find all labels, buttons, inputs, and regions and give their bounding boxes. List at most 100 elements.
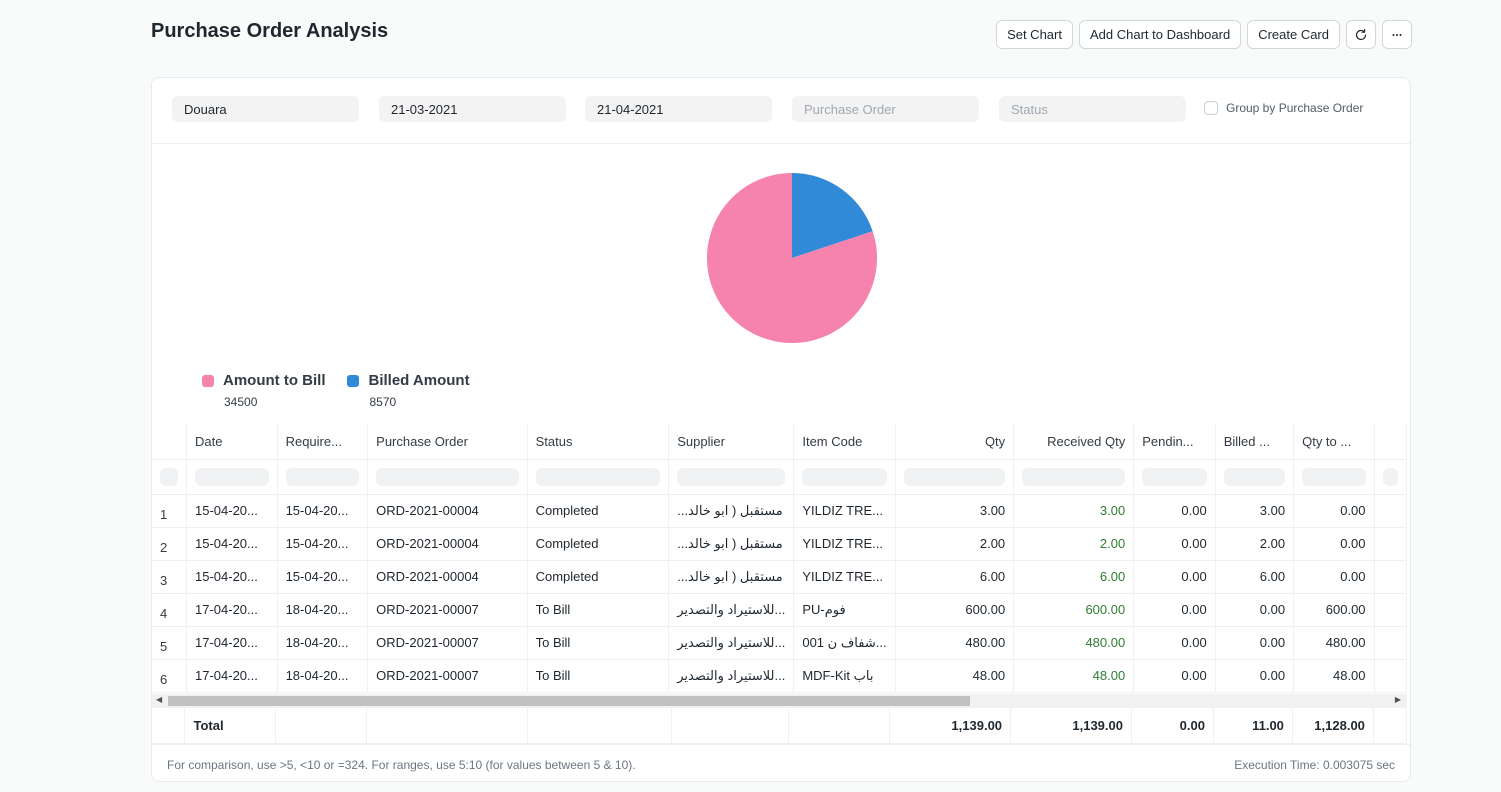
group-by-checkbox[interactable] bbox=[1204, 101, 1218, 115]
table-row[interactable]: 2 15-04-20... 15-04-20... ORD-2021-00004 Com… bbox=[152, 527, 1407, 561]
column-header-status[interactable]: Status bbox=[527, 424, 670, 460]
chart-legend: Amount to Bill 34500 Billed Amount 8570 bbox=[202, 372, 470, 409]
set-chart-button[interactable]: Set Chart bbox=[996, 20, 1073, 49]
table-row[interactable]: 1 15-04-20... 15-04-20... ORD-2021-00004 Com… bbox=[152, 494, 1407, 528]
column-header-supplier[interactable]: Supplier bbox=[668, 424, 795, 460]
cell-required-by: 15-04-20... bbox=[277, 527, 369, 561]
filter-cell[interactable] bbox=[1022, 467, 1126, 486]
group-by-toggle[interactable]: Group by Purchase Order bbox=[1204, 101, 1363, 115]
row-index: 5 bbox=[152, 626, 187, 660]
filter-bar: Douara 21-03-2021 21-04-2021 Purchase Or… bbox=[152, 78, 1410, 144]
legend-swatch bbox=[347, 374, 360, 387]
filter-cell[interactable] bbox=[535, 467, 661, 486]
cell-pending-qty: 0.00 bbox=[1133, 527, 1216, 561]
table-row[interactable]: 6 17-04-20... 18-04-20... ORD-2021-00007 To … bbox=[152, 659, 1407, 693]
cell-qty-to-bill: 480.00 bbox=[1293, 626, 1375, 660]
legend-value: 34500 bbox=[224, 395, 258, 409]
table-row[interactable]: 4 17-04-20... 18-04-20... ORD-2021-00007 To … bbox=[152, 593, 1407, 627]
filter-cell[interactable] bbox=[285, 467, 360, 486]
cell-supplier: مستقبل ( ابو خالد... bbox=[668, 560, 795, 594]
create-card-button[interactable]: Create Card bbox=[1247, 20, 1340, 49]
column-header-date[interactable]: Date bbox=[186, 424, 278, 460]
report-card: Douara 21-03-2021 21-04-2021 Purchase Or… bbox=[151, 77, 1411, 782]
column-header-required-by[interactable]: Require... bbox=[277, 424, 369, 460]
cell-billed-qty: 2.00 bbox=[1215, 527, 1295, 561]
total-received-qty: 1,139.00 bbox=[1010, 708, 1132, 744]
filter-cell[interactable] bbox=[1302, 467, 1366, 486]
horizontal-scrollbar[interactable]: ◀ ▶ bbox=[152, 694, 1407, 708]
more-button[interactable] bbox=[1382, 20, 1412, 49]
column-header-qty[interactable]: Qty bbox=[895, 424, 1015, 460]
cell-pending-qty: 0.00 bbox=[1133, 593, 1216, 627]
column-header-qty-to-bill[interactable]: Qty to ... bbox=[1293, 424, 1375, 460]
cell-required-by: 18-04-20... bbox=[277, 659, 369, 693]
table-row[interactable]: 3 15-04-20... 15-04-20... ORD-2021-00004 Com… bbox=[152, 560, 1407, 594]
scroll-thumb[interactable] bbox=[168, 696, 970, 706]
cell-required-by: 15-04-20... bbox=[277, 560, 369, 594]
cell-qty: 48.00 bbox=[895, 659, 1015, 693]
chart-area: Amount to Bill 34500 Billed Amount 8570 bbox=[152, 144, 1410, 424]
column-header-pending-qty[interactable]: Pendin... bbox=[1133, 424, 1216, 460]
to-date-filter[interactable]: 21-04-2021 bbox=[585, 96, 772, 122]
from-date-filter[interactable]: 21-03-2021 bbox=[379, 96, 566, 122]
filter-cell[interactable] bbox=[160, 467, 178, 486]
cell-overflow bbox=[1374, 560, 1407, 594]
cell-status: Completed bbox=[527, 560, 670, 594]
add-chart-to-dashboard-button[interactable]: Add Chart to Dashboard bbox=[1078, 20, 1242, 49]
cell-billed-qty: 3.00 bbox=[1215, 494, 1295, 528]
cell-qty-to-bill: 48.00 bbox=[1293, 659, 1375, 693]
cell-date: 15-04-20... bbox=[186, 494, 278, 528]
company-filter[interactable]: Douara bbox=[172, 96, 359, 122]
filter-cell[interactable] bbox=[802, 467, 887, 486]
filter-cell[interactable] bbox=[376, 467, 519, 486]
cell-item-code: MDF-Kit باب bbox=[793, 659, 896, 693]
cell-received-qty: 48.00 bbox=[1013, 659, 1135, 693]
cell-item-code: YILDIZ TRE... bbox=[793, 494, 896, 528]
column-header-billed-qty[interactable]: Billed ... bbox=[1215, 424, 1295, 460]
column-header-item-code[interactable]: Item Code bbox=[793, 424, 896, 460]
totals-row: Total 1,139.00 1,139.00 0.00 11.00 1,128… bbox=[152, 708, 1408, 744]
filter-cell[interactable] bbox=[195, 467, 269, 486]
purchase-order-filter[interactable]: Purchase Order bbox=[792, 96, 979, 122]
report-footer: For comparison, use >5, <10 or =324. For… bbox=[152, 744, 1410, 781]
cell-date: 17-04-20... bbox=[186, 593, 278, 627]
cell-overflow bbox=[1374, 494, 1407, 528]
filter-cell[interactable] bbox=[1142, 467, 1207, 486]
cell-supplier: مستقبل ( ابو خالد... bbox=[668, 494, 795, 528]
cell-required-by: 15-04-20... bbox=[277, 494, 369, 528]
cell-received-qty: 2.00 bbox=[1013, 527, 1135, 561]
pie-slice-amount-to-bill[interactable] bbox=[707, 173, 877, 343]
refresh-icon bbox=[1355, 28, 1367, 40]
status-filter[interactable]: Status bbox=[999, 96, 1186, 122]
cell-item-code: 001 شفاف ن... bbox=[793, 626, 896, 660]
filter-cell[interactable] bbox=[677, 467, 786, 486]
filter-cell[interactable] bbox=[1382, 467, 1398, 486]
cell-status: To Bill bbox=[527, 659, 670, 693]
cell-purchase-order: ORD-2021-00007 bbox=[367, 626, 528, 660]
scroll-right-icon[interactable]: ▶ bbox=[1394, 695, 1401, 704]
row-index: 6 bbox=[152, 659, 187, 693]
cell-pending-qty: 0.00 bbox=[1133, 560, 1216, 594]
column-header-received-qty[interactable]: Received Qty bbox=[1013, 424, 1135, 460]
filter-cell[interactable] bbox=[1223, 467, 1286, 486]
index-header bbox=[152, 424, 187, 460]
cell-status: Completed bbox=[527, 494, 670, 528]
more-icon bbox=[1392, 33, 1402, 36]
table-row[interactable]: 5 17-04-20... 18-04-20... ORD-2021-00007 To … bbox=[152, 626, 1407, 660]
cell-required-by: 18-04-20... bbox=[277, 626, 369, 660]
cell-received-qty: 6.00 bbox=[1013, 560, 1135, 594]
cell-qty-to-bill: 600.00 bbox=[1293, 593, 1375, 627]
cell-pending-qty: 0.00 bbox=[1133, 494, 1216, 528]
cell-received-qty: 480.00 bbox=[1013, 626, 1135, 660]
scroll-left-icon[interactable]: ◀ bbox=[156, 695, 163, 704]
cell-item-code: YILDIZ TRE... bbox=[793, 560, 896, 594]
cell-qty: 3.00 bbox=[895, 494, 1015, 528]
pie-slice-billed-amount[interactable] bbox=[792, 173, 873, 258]
filter-cell[interactable] bbox=[903, 467, 1006, 486]
column-header-purchase-order[interactable]: Purchase Order bbox=[367, 424, 528, 460]
refresh-button[interactable] bbox=[1346, 20, 1376, 49]
cell-qty-to-bill: 0.00 bbox=[1293, 527, 1375, 561]
data-table: Date Require... Purchase Order Status Su… bbox=[152, 424, 1407, 744]
row-index: 3 bbox=[152, 560, 187, 594]
legend-item-amount-to-bill: Amount to Bill 34500 bbox=[202, 372, 325, 409]
